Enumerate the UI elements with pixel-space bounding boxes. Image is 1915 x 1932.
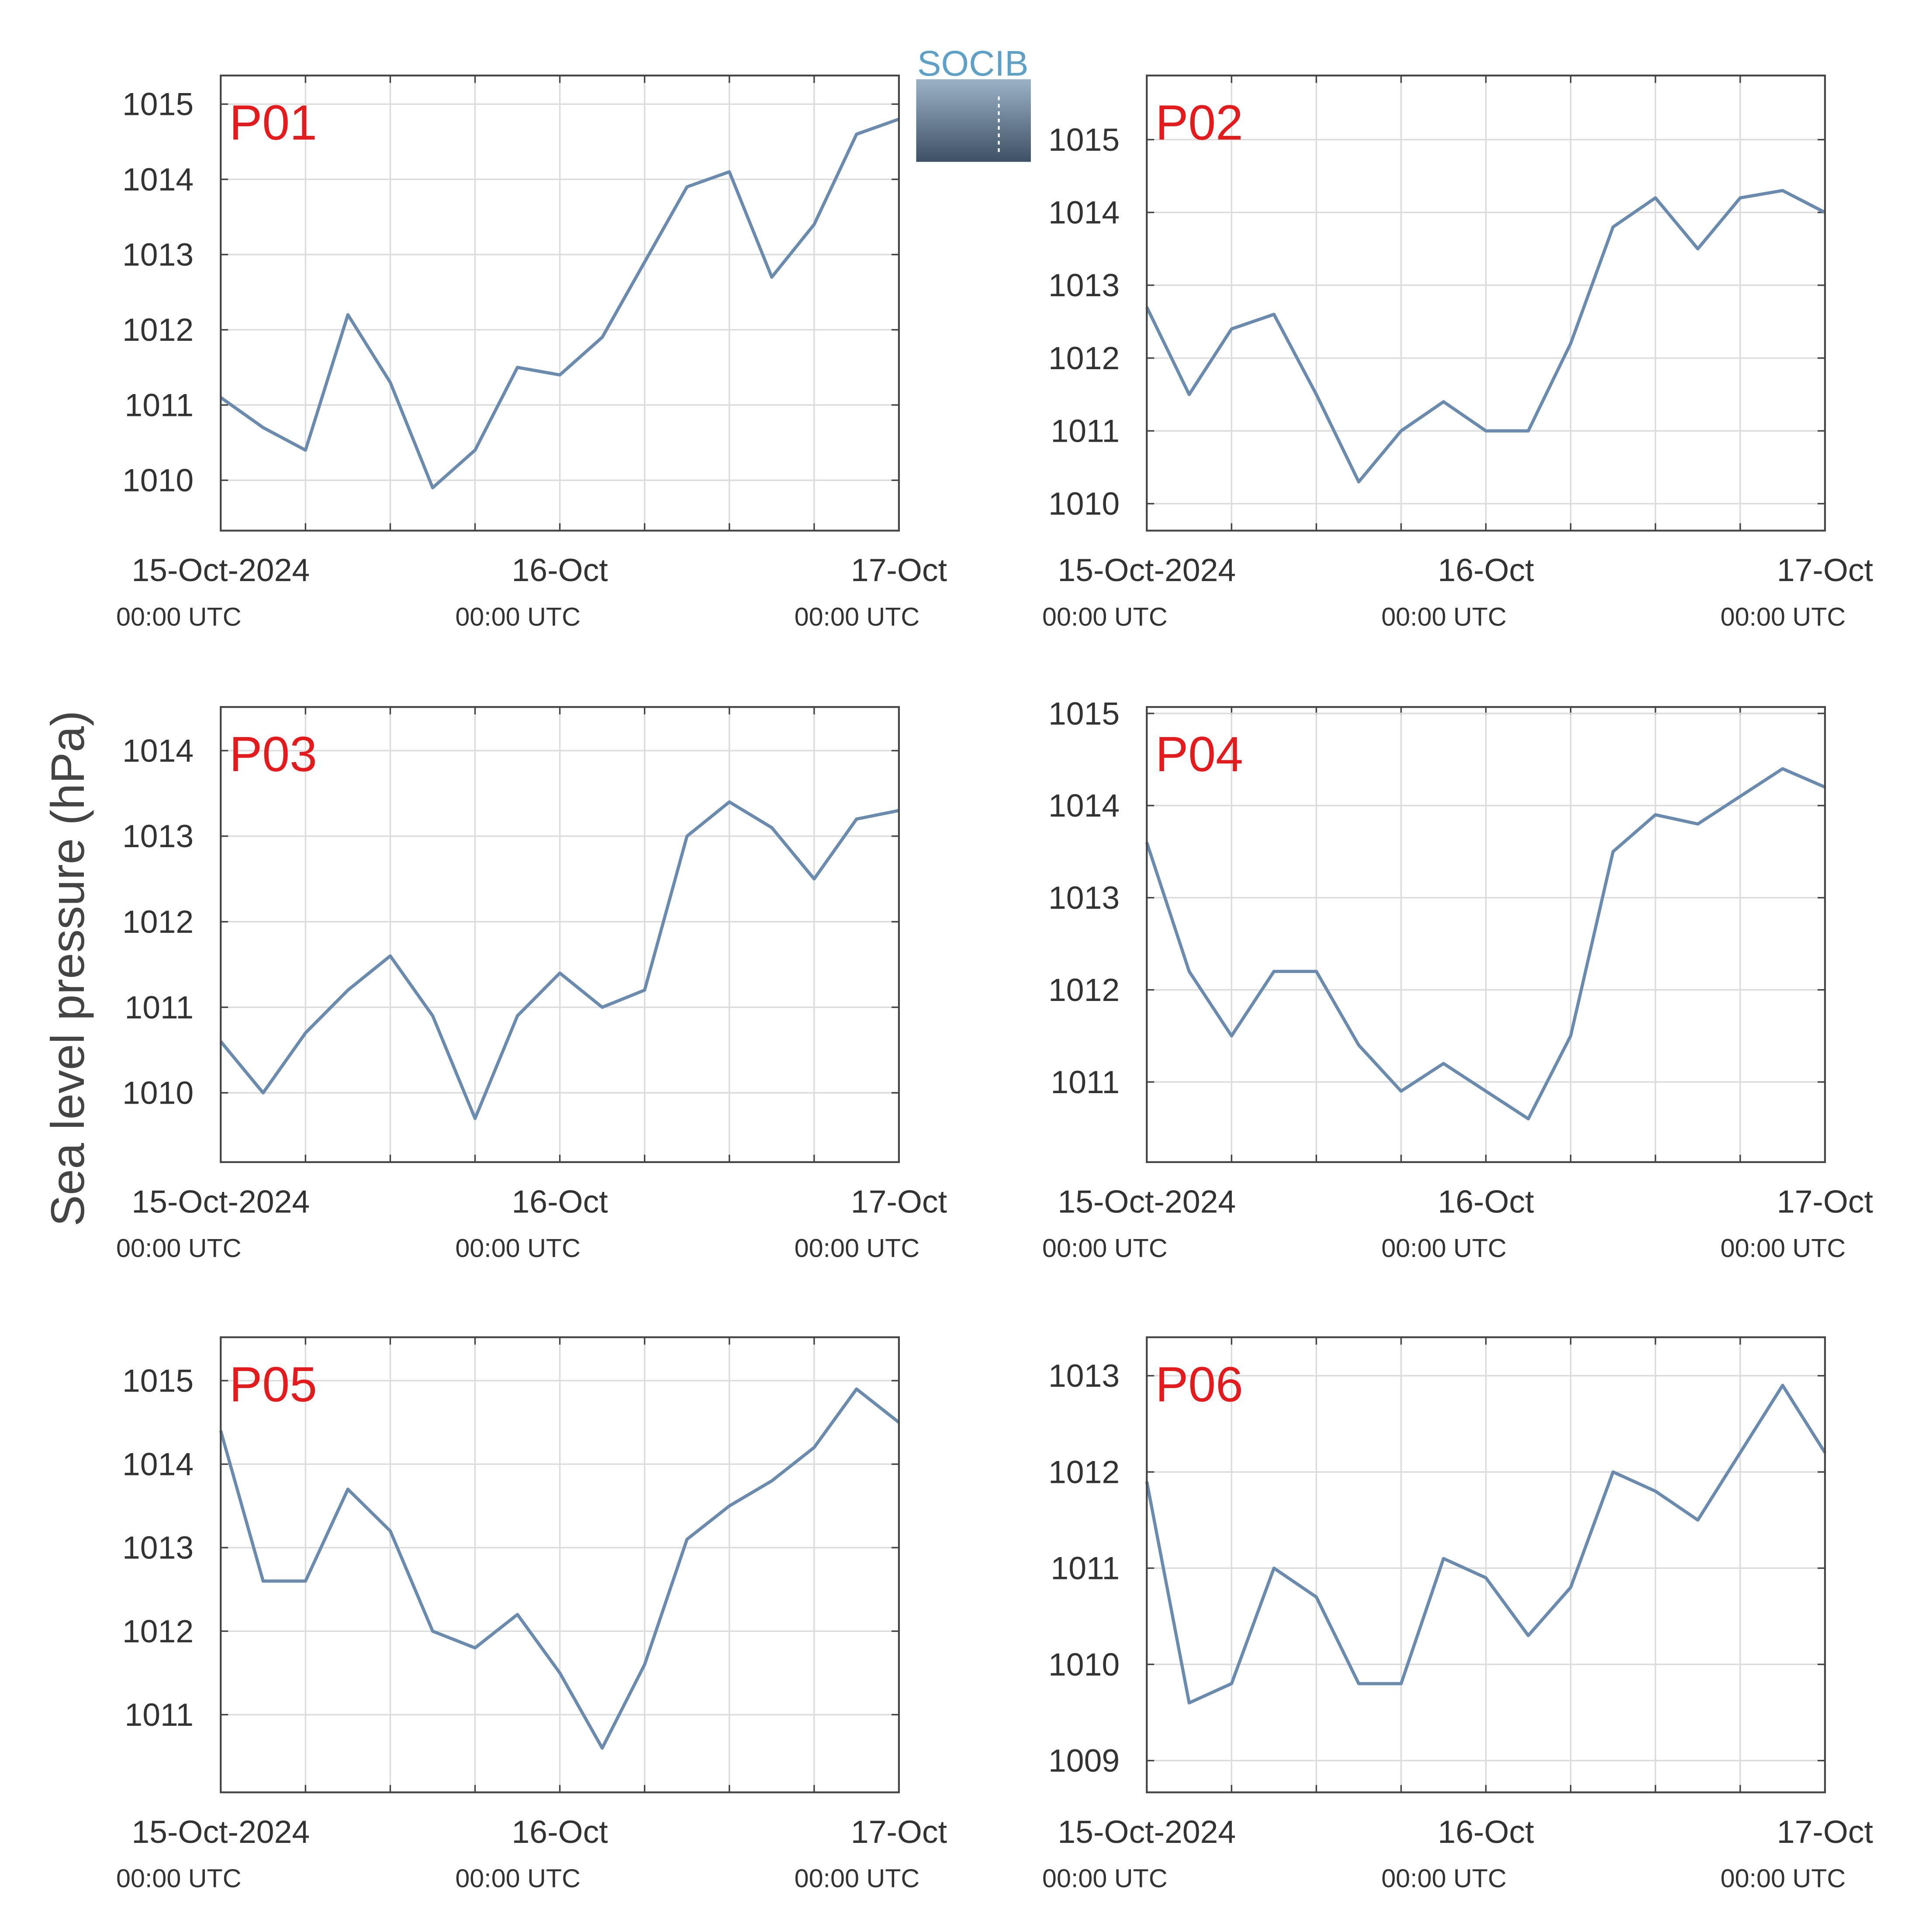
panel-title: P02: [1155, 95, 1243, 150]
plot-frame: [220, 706, 900, 1163]
x-tick-label: 16-Oct: [512, 1814, 608, 1850]
data-line: [1145, 767, 1826, 1121]
plot-frame: [1146, 74, 1826, 532]
panel-title: P05: [229, 1357, 317, 1412]
panel-title: P06: [1155, 1357, 1243, 1412]
data-line: [1145, 1384, 1827, 1705]
x-tick-sublabel: 00:00 UTC: [455, 1864, 581, 1893]
x-tick-label: 16-Oct: [1438, 552, 1534, 588]
y-tick-label: 1013: [122, 237, 194, 273]
x-tick-label: 16-Oct: [1438, 1184, 1534, 1220]
plot-frame: [220, 74, 900, 532]
x-tick-label: 17-Oct: [1777, 1184, 1873, 1220]
y-tick-label: 1012: [1048, 340, 1120, 376]
panel-title: P01: [229, 95, 317, 150]
y-axis-label: Sea level pressure (hPa): [41, 710, 94, 1226]
y-tick-label: 1012: [122, 312, 194, 348]
logo-block: [916, 79, 1031, 162]
x-tick-sublabel: 00:00 UTC: [1042, 1233, 1168, 1263]
x-tick-label: 17-Oct: [851, 1814, 947, 1850]
data-line: [219, 1387, 900, 1750]
x-tick-label: 17-Oct: [851, 552, 947, 588]
logo: SOCIB: [916, 44, 1031, 162]
y-tick-label: 1011: [124, 1697, 194, 1733]
y-tick-label: 1013: [122, 818, 194, 854]
y-tick-label: 1014: [1048, 788, 1120, 824]
y-tick-label: 1015: [1048, 696, 1120, 731]
data-line: [1145, 189, 1826, 484]
y-tick-label: 1011: [1051, 1551, 1120, 1586]
x-tick-sublabel: 00:00 UTC: [116, 1864, 242, 1893]
panel: 15-Oct-2024 00:00 UTC 16-Oct 00:00 UTC 17-Oc…: [116, 1336, 947, 1893]
y-tick-label: 1010: [122, 1075, 194, 1111]
panel: 15-Oct-2024 00:00 UTC 16-Oct 00:00 UTC 17-Oc…: [116, 706, 947, 1263]
x-tick-label: 16-Oct: [512, 1184, 608, 1220]
x-tick-sublabel: 00:00 UTC: [795, 1233, 920, 1263]
x-tick-sublabel: 00:00 UTC: [1381, 602, 1507, 631]
y-tick-label: 1014: [1048, 195, 1120, 231]
y-tick-label: 1012: [1048, 972, 1120, 1008]
x-tick-label: 15-Oct-2024: [131, 1814, 310, 1850]
plot-frame: [220, 1336, 900, 1794]
x-tick-label: 15-Oct-2024: [131, 552, 310, 588]
x-tick-sublabel: 00:00 UTC: [455, 1233, 581, 1263]
data-line: [220, 118, 900, 490]
panel: 15-Oct-2024 00:00 UTC 16-Oct 00:00 UTC 17-Oc…: [1042, 1336, 1873, 1893]
x-tick-sublabel: 00:00 UTC: [1042, 602, 1168, 631]
panel: 15-Oct-2024 00:00 UTC 16-Oct 00:00 UTC 17-Oc…: [1042, 74, 1873, 631]
y-tick-label: 1011: [1051, 1064, 1120, 1100]
y-tick-label: 1013: [1048, 267, 1120, 303]
x-tick-sublabel: 00:00 UTC: [1381, 1233, 1507, 1263]
x-tick-sublabel: 00:00 UTC: [116, 602, 242, 631]
x-tick-label: 17-Oct: [1777, 1814, 1873, 1850]
x-tick-label: 16-Oct: [512, 552, 608, 588]
y-tick-label: 1011: [1051, 413, 1120, 449]
x-tick-label: 15-Oct-2024: [131, 1184, 310, 1220]
x-tick-sublabel: 00:00 UTC: [1721, 1233, 1846, 1263]
y-tick-label: 1013: [1048, 880, 1120, 916]
y-tick-label: 1014: [122, 733, 194, 769]
data-line: [219, 800, 899, 1120]
x-tick-sublabel: 00:00 UTC: [455, 602, 581, 631]
x-tick-label: 15-Oct-2024: [1058, 1814, 1236, 1850]
panel-title: P03: [229, 727, 317, 782]
y-tick-label: 1010: [1048, 1647, 1120, 1683]
x-tick-label: 15-Oct-2024: [1058, 552, 1236, 588]
y-tick-label: 1012: [122, 904, 194, 940]
y-tick-label: 1015: [1048, 122, 1120, 158]
logo-text: SOCIB: [917, 44, 1029, 83]
y-tick-label: 1014: [122, 162, 194, 197]
y-tick-label: 1015: [122, 87, 194, 122]
x-tick-label: 15-Oct-2024: [1058, 1184, 1236, 1220]
x-tick-label: 17-Oct: [1777, 552, 1873, 588]
x-tick-sublabel: 00:00 UTC: [116, 1233, 242, 1263]
plot-frame: [1146, 706, 1826, 1163]
y-tick-label: 1012: [1048, 1454, 1120, 1490]
y-tick-label: 1010: [122, 463, 194, 499]
x-tick-sublabel: 00:00 UTC: [1381, 1864, 1507, 1893]
x-tick-sublabel: 00:00 UTC: [1721, 1864, 1846, 1893]
y-tick-label: 1011: [124, 990, 194, 1025]
y-tick-label: 1010: [1048, 486, 1120, 522]
plot-frame: [1146, 1336, 1826, 1794]
x-tick-sublabel: 00:00 UTC: [795, 602, 920, 631]
x-tick-label: 17-Oct: [851, 1184, 947, 1220]
y-tick-label: 1014: [122, 1447, 194, 1482]
y-tick-label: 1015: [122, 1363, 194, 1399]
x-tick-sublabel: 00:00 UTC: [1721, 602, 1846, 631]
x-tick-label: 16-Oct: [1438, 1814, 1534, 1850]
x-tick-sublabel: 00:00 UTC: [795, 1864, 920, 1893]
y-tick-label: 1013: [122, 1530, 194, 1566]
panel-title: P04: [1155, 727, 1243, 782]
x-tick-sublabel: 00:00 UTC: [1042, 1864, 1168, 1893]
y-tick-label: 1011: [124, 387, 194, 423]
y-tick-label: 1013: [1048, 1358, 1120, 1394]
y-tick-label: 1009: [1048, 1743, 1120, 1779]
panel: 15-Oct-2024 00:00 UTC 16-Oct 00:00 UTC 17-Oc…: [116, 74, 947, 631]
y-tick-label: 1012: [122, 1613, 194, 1649]
panel: 15-Oct-2024 00:00 UTC 16-Oct 00:00 UTC 17-Oc…: [1042, 696, 1873, 1263]
